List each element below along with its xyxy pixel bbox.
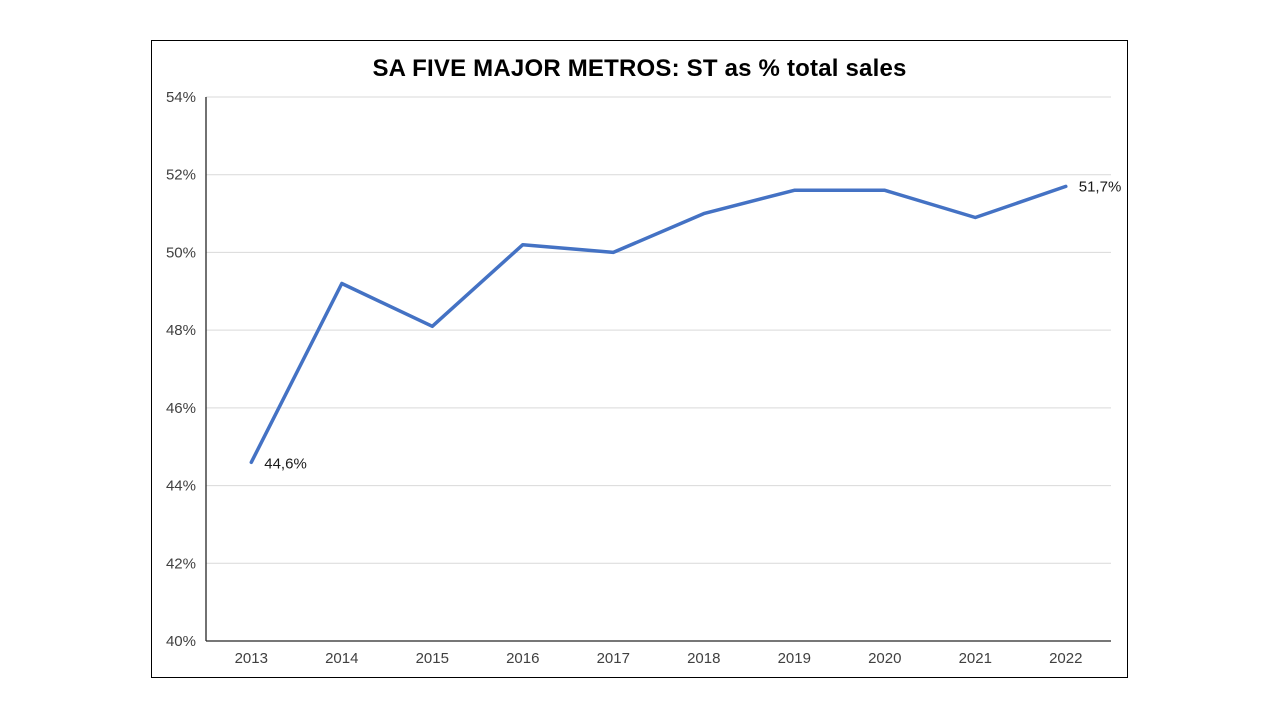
y-tick-label: 48%	[166, 322, 196, 339]
y-tick-label: 40%	[166, 633, 196, 650]
x-tick-label: 2015	[416, 650, 449, 667]
x-tick-label: 2020	[868, 650, 901, 667]
x-tick-label: 2018	[687, 650, 720, 667]
x-tick-label: 2017	[597, 650, 630, 667]
y-tick-label: 54%	[166, 89, 196, 106]
x-tick-label: 2021	[959, 650, 992, 667]
y-tick-label: 50%	[166, 244, 196, 261]
x-tick-label: 2022	[1049, 650, 1082, 667]
chart-title: SA FIVE MAJOR METROS: ST as % total sale…	[372, 55, 907, 82]
y-tick-label: 52%	[166, 167, 196, 184]
line-chart: 40% 42% 44% 46% 48% 50% 52% 54% 2013 2014 2015 2016…	[166, 89, 1122, 667]
data-label-last: 51,7%	[1079, 178, 1122, 195]
y-tick-label: 44%	[166, 478, 196, 495]
data-label-first: 44,6%	[264, 455, 307, 472]
y-tick-label: 42%	[166, 555, 196, 572]
x-tick-label: 2014	[325, 650, 358, 667]
series-line	[249, 184, 1068, 465]
y-tick-label: 46%	[166, 400, 196, 417]
x-tick-label: 2016	[506, 650, 539, 667]
x-tick-label: 2019	[778, 650, 811, 667]
chart-container: SA FIVE MAJOR METROS: ST as % total sale…	[151, 40, 1128, 678]
x-tick-label: 2013	[235, 650, 268, 667]
